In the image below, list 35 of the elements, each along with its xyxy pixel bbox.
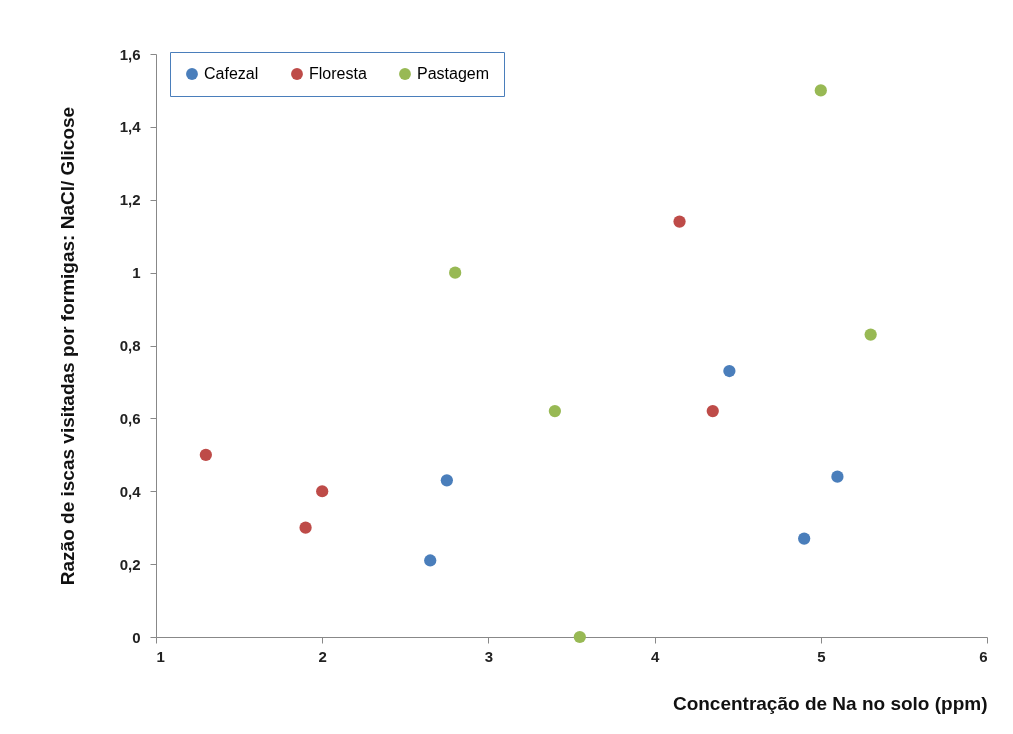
legend-label: Cafezal [204,65,259,82]
y-tick-label: 1,2 [119,191,141,209]
point [864,328,877,341]
point [299,521,312,534]
y-tick-label: 0,4 [119,482,142,500]
point [316,485,329,498]
legend-label: Pastagem [417,65,490,82]
x-tick-label: 4 [650,647,660,665]
y-tick-label: 1,6 [119,45,141,63]
point [424,554,437,567]
point [814,84,827,97]
x-tick-label: 5 [817,647,826,665]
y-tick-label: 0,8 [119,337,141,354]
point [449,266,462,279]
point [706,404,719,418]
point [723,364,736,378]
point [673,215,686,228]
point [573,630,586,644]
y-tick-label: 1 [132,264,141,282]
point [199,448,212,461]
point [798,532,811,545]
x-tick-label: 3 [484,647,494,665]
y-tick-label: 1,4 [119,118,142,136]
y-tick-label: 0,6 [119,409,141,427]
y-tick-label: 0 [132,628,141,646]
x-tick-label: 6 [979,647,988,665]
x-tick-label: 2 [318,647,327,665]
legend-label: Floresta [309,65,367,82]
x-axis-title: Concentração de Na no solo (ppm) [672,692,988,714]
y-axis-title: Razão de iscas visitadas por formigas: NaCl/ Glicose [56,106,78,586]
point [831,470,844,483]
x-tick-label: 1 [156,647,165,665]
point [548,404,561,418]
point [440,474,453,487]
y-tick-label: 0,2 [119,555,141,573]
